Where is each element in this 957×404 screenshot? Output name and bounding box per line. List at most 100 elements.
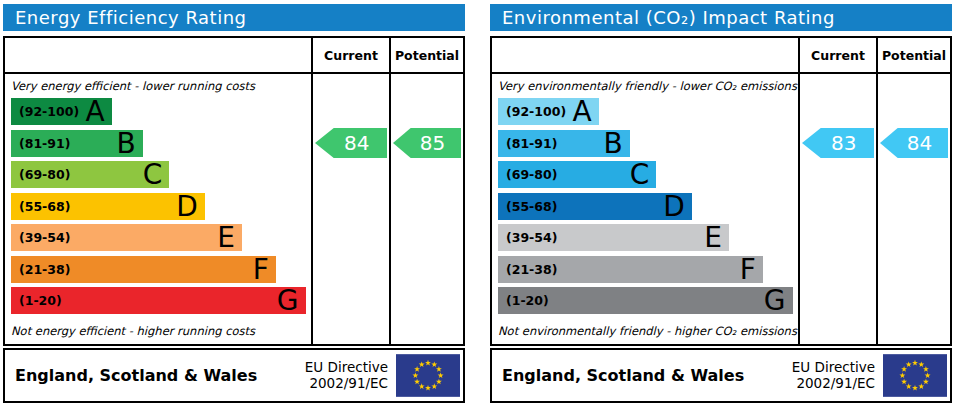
eu-directive-line1: EU Directive [792,359,875,375]
bottom-note: Not energy efficient - higher running co… [11,319,307,343]
top-note: Very environmentally friendly - lower CO… [498,74,794,98]
band-range-label: (81-91) [19,136,70,151]
panel-title: Environmental (CO₂) Impact Rating [490,4,952,31]
current-arrow: 84 [315,128,387,158]
current-column-header: Current [311,38,389,72]
region-label: England, Scotland & Wales [15,366,257,385]
eu-directive-label: EU Directive 2002/91/EC [305,360,396,392]
band-letter: C [143,161,163,188]
band-bar: (1-20) G [498,287,793,314]
band-range-label: (69-80) [19,167,70,182]
band-range-label: (39-54) [506,230,557,245]
band-bar: (92-100) A [11,98,112,125]
current-column: 83 [798,74,876,344]
band-letter: F [253,256,269,283]
potential-column: 84 [876,74,950,344]
band-letter: E [217,224,235,251]
band-bar: (81-91) B [498,130,630,157]
band-letter: C [630,161,650,188]
eu-flag-icon [883,354,947,397]
band-letter: D [663,193,685,220]
band-row: (92-100) A [11,98,307,130]
header-spacer-cell [492,38,798,72]
band-bar: (39-54) E [498,224,729,251]
eu-directive-line2: 2002/91/EC [796,375,875,391]
potential-value: 85 [420,131,445,155]
band-letter: G [277,287,299,314]
band-bar: (55-68) D [11,193,205,220]
band-range-label: (21-38) [506,262,557,277]
band-range-label: (1-20) [19,293,62,308]
band-range-label: (55-68) [19,199,70,214]
bottom-note: Not environmentally friendly - higher CO… [498,319,794,343]
eu-directive-label: EU Directive 2002/91/EC [792,360,883,392]
band-bar: (21-38) F [498,256,763,283]
band-range-label: (1-20) [506,293,549,308]
epc-charts: Energy Efficiency Rating Current Potenti… [0,0,957,403]
band-row: (55-68) D [11,193,307,225]
band-bar: (81-91) B [11,130,143,157]
band-letter: F [740,256,756,283]
band-row: (92-100) A [498,98,794,130]
potential-value: 84 [907,131,932,155]
current-column-header: Current [798,38,876,72]
band-row: (21-38) F [498,256,794,288]
eu-directive-line1: EU Directive [305,359,388,375]
environmental-co2-impact-panel: Environmental (CO₂) Impact Rating Curren… [490,4,952,403]
current-value: 84 [344,131,369,155]
band-range-label: (69-80) [506,167,557,182]
rating-table: Current Potential Very energy efficient … [3,36,465,346]
panel-footer: England, Scotland & Wales EU Directive 2… [3,348,465,403]
bands: (92-100) A (81-91) B (69-80) C (55-68) D… [11,98,307,319]
band-chart: Very energy efficient - lower running co… [5,74,311,344]
band-row: (81-91) B [11,130,307,162]
band-bar: (69-80) C [498,161,656,188]
table-body: Very environmentally friendly - lower CO… [492,74,950,344]
band-range-label: (21-38) [19,262,70,277]
band-range-label: (55-68) [506,199,557,214]
potential-arrow: 84 [880,128,948,158]
band-bar: (21-38) F [11,256,276,283]
potential-arrow: 85 [393,128,461,158]
band-bar: (92-100) A [498,98,599,125]
panel-footer: England, Scotland & Wales EU Directive 2… [490,348,952,403]
energy-efficiency-panel: Energy Efficiency Rating Current Potenti… [3,4,465,403]
band-row: (21-38) F [11,256,307,288]
panel-title: Energy Efficiency Rating [3,4,465,31]
band-letter: E [704,224,722,251]
current-value: 83 [831,131,856,155]
band-letter: G [764,287,786,314]
bands: (92-100) A (81-91) B (69-80) C (55-68) D… [498,98,794,319]
potential-column-header: Potential [389,38,463,72]
band-row: (69-80) C [11,161,307,193]
current-arrow: 83 [802,128,874,158]
potential-column-header: Potential [876,38,950,72]
table-body: Very energy efficient - lower running co… [5,74,463,344]
region-label: England, Scotland & Wales [502,366,744,385]
band-bar: (69-80) C [11,161,169,188]
band-row: (81-91) B [498,130,794,162]
header-spacer-cell [5,38,311,72]
rating-table: Current Potential Very environmentally f… [490,36,952,346]
band-bar: (1-20) G [11,287,306,314]
table-header-row: Current Potential [492,38,950,74]
band-row: (69-80) C [498,161,794,193]
band-range-label: (81-91) [506,136,557,151]
band-bar: (55-68) D [498,193,692,220]
potential-column: 85 [389,74,463,344]
table-header-row: Current Potential [5,38,463,74]
band-range-label: (92-100) [19,104,79,119]
band-row: (39-54) E [498,224,794,256]
band-chart: Very environmentally friendly - lower CO… [492,74,798,344]
band-letter: A [85,98,104,125]
band-row: (1-20) G [498,287,794,319]
band-bar: (39-54) E [11,224,242,251]
band-letter: D [176,193,198,220]
band-row: (1-20) G [11,287,307,319]
eu-directive-line2: 2002/91/EC [309,375,388,391]
band-range-label: (39-54) [19,230,70,245]
eu-flag-icon [396,354,460,397]
band-letter: B [604,130,623,157]
band-range-label: (92-100) [506,104,566,119]
top-note: Very energy efficient - lower running co… [11,74,307,98]
